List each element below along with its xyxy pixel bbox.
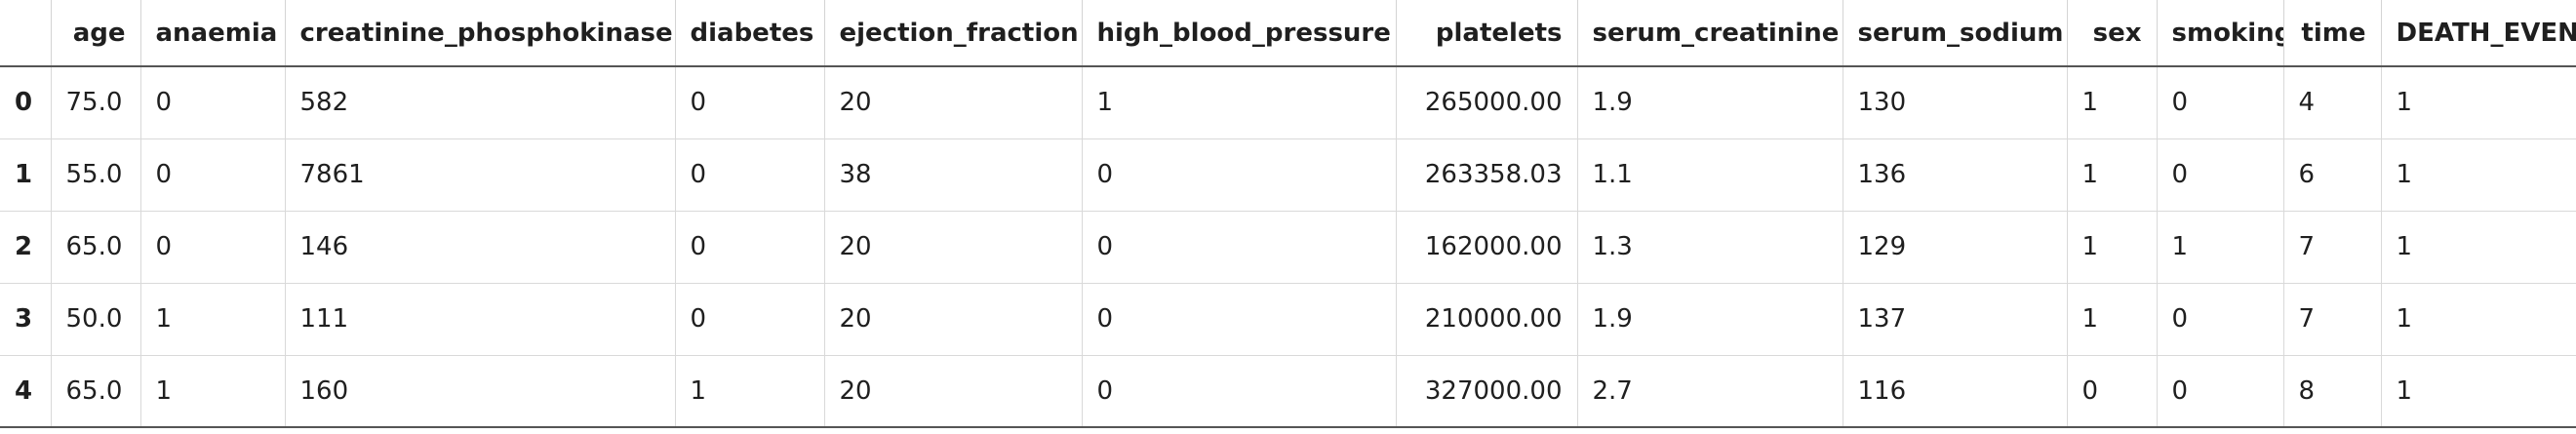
column-header-high-blood-pressure: high_blood_pressure [1082,0,1397,67]
table-cell: 2.7 [1577,355,1843,428]
table-cell: 38 [824,138,1083,212]
table-cell: 20 [824,283,1083,356]
table-cell: 136 [1843,138,2068,212]
table-cell: 0 [2157,138,2284,212]
table-cell: 1 [2381,66,2576,139]
table-cell: 65.0 [51,355,141,428]
table-cell: 1 [2381,211,2576,284]
table-cell: 1 [2067,283,2158,356]
table-cell: 1.9 [1577,283,1843,356]
table-cell: 1.9 [1577,66,1843,139]
table-cell: 0 [1082,355,1397,428]
column-header-serum-sodium: serum_sodium [1843,0,2068,67]
table-cell: 1 [1082,66,1397,139]
table-cell: 160 [285,355,676,428]
table-cell: 0 [2067,355,2158,428]
table-cell: 20 [824,66,1083,139]
column-header-platelets: platelets [1396,0,1578,67]
column-header-sex: sex [2067,0,2158,67]
table-cell: 4 [2283,66,2382,139]
table-cell: 50.0 [51,283,141,356]
table-cell: 1 [140,355,286,428]
index-header [0,0,52,67]
table-cell: 111 [285,283,676,356]
column-header-serum-creatinine: serum_creatinine [1577,0,1843,67]
table-cell: 1.1 [1577,138,1843,212]
table-cell: 8 [2283,355,2382,428]
table-cell: 7 [2283,211,2382,284]
table-cell: 0 [675,211,825,284]
table-cell: 0 [1082,283,1397,356]
table-cell: 0 [675,66,825,139]
table-row: 0 75.0 0 582 0 20 1 265000.00 1.9 130 1 … [0,66,2576,139]
table-cell: 7861 [285,138,676,212]
table-cell: 0 [675,138,825,212]
table-cell: 129 [1843,211,2068,284]
table-cell: 162000.00 [1396,211,1578,284]
column-header-smoking: smoking [2157,0,2284,67]
table-cell: 75.0 [51,66,141,139]
table-cell: 0 [140,66,286,139]
table-cell: 1 [2381,355,2576,428]
table-cell: 65.0 [51,211,141,284]
table-cell: 137 [1843,283,2068,356]
table-cell: 1 [2381,283,2576,356]
table-cell: 1 [2157,211,2284,284]
table-cell: 265000.00 [1396,66,1578,139]
column-header-death-event: DEATH_EVENT [2381,0,2576,67]
table-cell: 6 [2283,138,2382,212]
row-index: 2 [0,211,52,284]
column-header-age: age [51,0,141,67]
table-row: 4 65.0 1 160 1 20 0 327000.00 2.7 116 0 … [0,355,2576,428]
row-index: 0 [0,66,52,139]
table-cell: 1 [2067,211,2158,284]
column-header-creatinine-phosphokinase: creatinine_phosphokinase [285,0,676,67]
column-header-ejection-fraction: ejection_fraction [824,0,1083,67]
table-cell: 0 [140,138,286,212]
table-cell: 210000.00 [1396,283,1578,356]
table-row: 2 65.0 0 146 0 20 0 162000.00 1.3 129 1 … [0,211,2576,284]
column-header-anaemia: anaemia [140,0,286,67]
table-cell: 1.3 [1577,211,1843,284]
table-cell: 582 [285,66,676,139]
table-row: 1 55.0 0 7861 0 38 0 263358.03 1.1 136 1… [0,138,2576,212]
table-cell: 1 [140,283,286,356]
table-cell: 0 [675,283,825,356]
column-header-time: time [2283,0,2382,67]
table-cell: 263358.03 [1396,138,1578,212]
row-index: 1 [0,138,52,212]
header-row: age anaemia creatinine_phosphokinase dia… [0,0,2576,67]
table-cell: 1 [2067,138,2158,212]
table-row: 3 50.0 1 111 0 20 0 210000.00 1.9 137 1 … [0,283,2576,356]
table-cell: 0 [1082,138,1397,212]
table-cell: 55.0 [51,138,141,212]
table-cell: 0 [2157,283,2284,356]
table-cell: 0 [1082,211,1397,284]
table-cell: 146 [285,211,676,284]
table-cell: 1 [675,355,825,428]
table-cell: 7 [2283,283,2382,356]
column-header-diabetes: diabetes [675,0,825,67]
table-cell: 0 [2157,355,2284,428]
row-index: 4 [0,355,52,428]
table-cell: 1 [2067,66,2158,139]
table-cell: 20 [824,211,1083,284]
row-index: 3 [0,283,52,356]
table-cell: 1 [2381,138,2576,212]
table-cell: 0 [2157,66,2284,139]
table-cell: 327000.00 [1396,355,1578,428]
table-cell: 0 [140,211,286,284]
table-cell: 20 [824,355,1083,428]
table-cell: 116 [1843,355,2068,428]
table-cell: 130 [1843,66,2068,139]
